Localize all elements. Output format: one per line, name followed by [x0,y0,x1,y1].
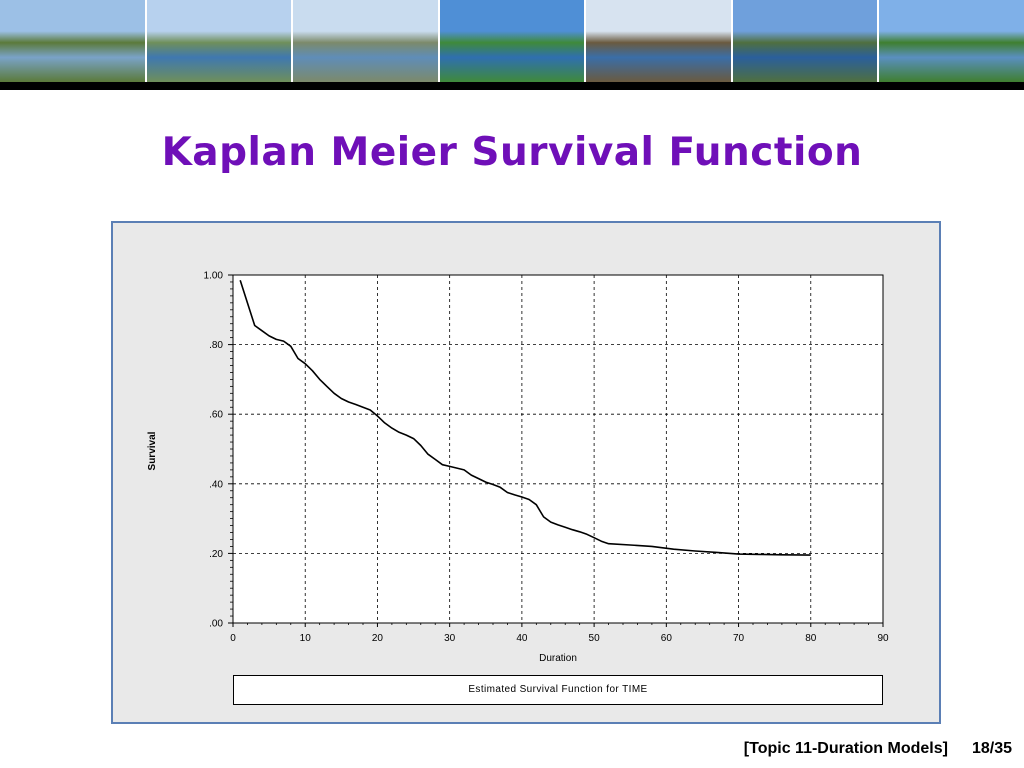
survival-chart: 0 10 20 30 40 50 60 70 80 90 .00 .20 .40 .60 .80 1.00 D… [147,271,889,665]
x-tick-label: 70 [733,633,745,644]
y-tick-label: .40 [209,479,223,490]
x-tick-label: 90 [877,633,889,644]
photo-banner [0,0,1024,82]
x-tick-label: 40 [516,633,528,644]
slide-footer: [Topic 11-Duration Models] 18/35 [744,740,1012,758]
series-layer [239,279,811,556]
slide-title: Kaplan Meier Survival Function [161,130,863,175]
y-tick-label: 1.00 [204,271,224,282]
grid-lines [233,275,883,623]
x-tick-label: 0 [230,633,236,644]
tree-promenade-photo [879,0,1024,82]
y-tick-label: .20 [209,549,223,560]
footer-page-number: 18/35 [971,740,1012,757]
x-tick-label: 20 [372,633,384,644]
chart-panel: 0 10 20 30 40 50 60 70 80 90 .00 .20 .40 .60 .80 1.00 D… [111,221,941,724]
banner-rule [0,82,1024,90]
footer-topic: [Topic 11-Duration Models] [743,740,948,757]
y-tick-label: .80 [209,340,223,351]
lake-panorama-photo [732,0,880,82]
x-tick-label: 50 [589,633,601,644]
lakeside-promenade-photo [293,0,440,82]
survival-curve [239,279,811,556]
x-tick-label: 60 [661,633,673,644]
lake-bay-photo [146,0,294,82]
x-tick-label: 80 [805,633,817,644]
y-axis-label: Survival [147,431,158,470]
axis-ticks: 0 10 20 30 40 50 60 70 80 90 .00 .20 .40 .60 .80 1.00 [204,271,889,645]
plot-area [232,274,884,624]
hill-village-photo [0,0,147,82]
chart-caption: Estimated Survival Function for TIME [233,675,883,705]
x-tick-label: 10 [300,633,312,644]
mountain-lake-photo [586,0,733,82]
y-tick-label: .60 [209,410,223,421]
x-axis-label: Duration [539,653,577,664]
flower-garden-photo [439,0,587,82]
x-tick-label: 30 [444,633,456,644]
y-tick-label: .00 [209,619,223,630]
